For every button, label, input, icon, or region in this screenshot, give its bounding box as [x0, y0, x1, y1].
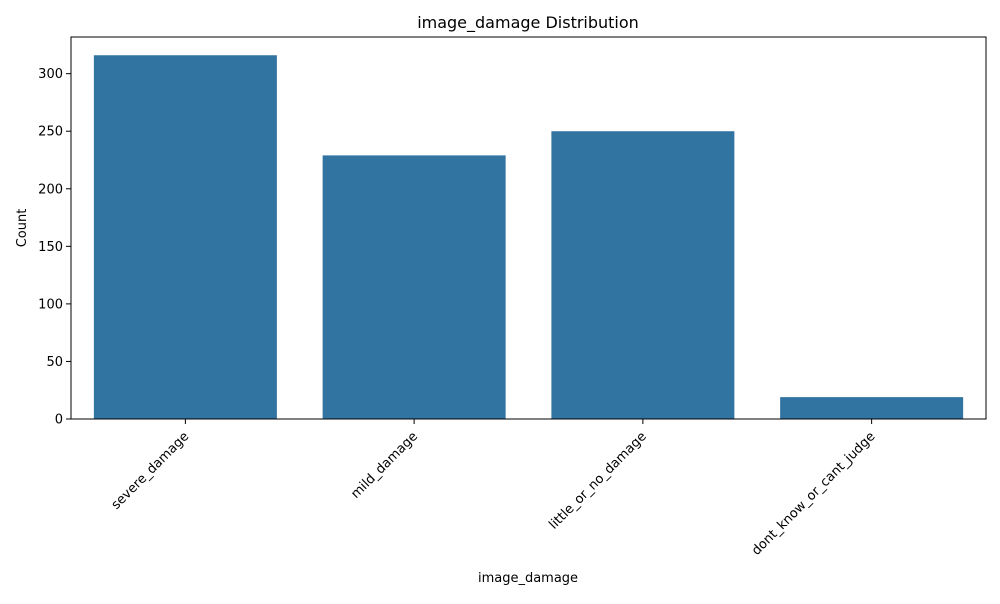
- bars-group: [93, 55, 964, 419]
- y-tick-label: 250: [38, 125, 63, 140]
- bar-dont-know-or-cant-judge: [780, 397, 964, 419]
- y-tick-label: 50: [46, 355, 63, 370]
- plot-area-frame: [70, 36, 987, 420]
- x-axis-label: image_damage: [478, 571, 578, 586]
- y-axis-ticks: 0 50 100 150 200 250 300: [38, 67, 71, 428]
- y-tick-label: 200: [38, 182, 63, 197]
- bar-severe-damage: [93, 55, 277, 419]
- bar-mild-damage: [322, 155, 506, 419]
- y-tick-label: 150: [38, 240, 63, 255]
- bar-little-or-no-damage: [551, 131, 735, 419]
- y-tick-label: 0: [55, 413, 63, 428]
- y-tick-label: 300: [38, 67, 63, 82]
- chart-title: image_damage Distribution: [417, 13, 639, 33]
- y-tick-label: 100: [38, 297, 63, 312]
- y-axis-label: Count: [15, 209, 30, 248]
